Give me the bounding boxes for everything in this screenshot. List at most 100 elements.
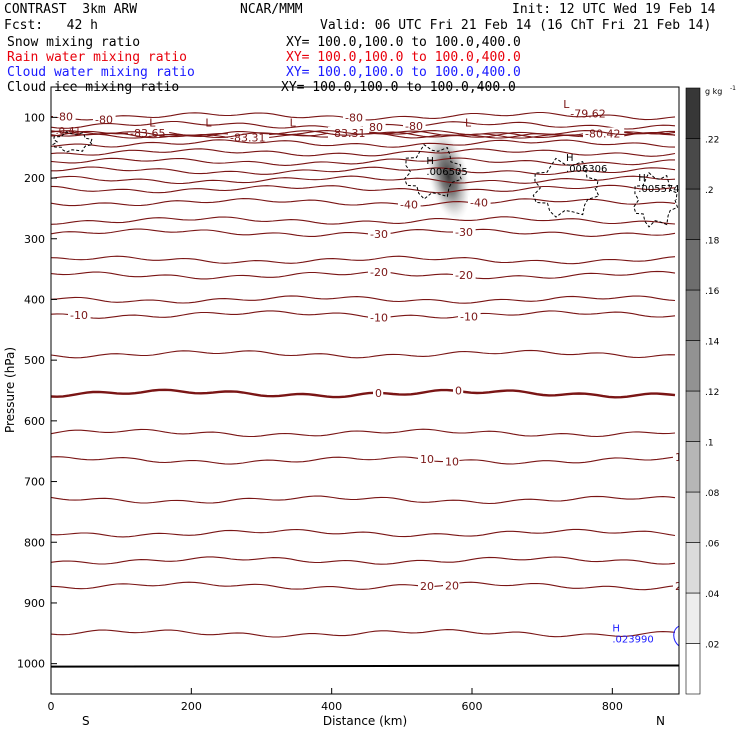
isotherm-label-bg — [398, 198, 421, 211]
colorbar-segment — [685, 340, 701, 392]
y-tick-label: 900 — [24, 597, 45, 610]
cloud-outline — [633, 171, 679, 228]
colorbar-segment — [685, 542, 701, 594]
colorbar-segment — [685, 441, 701, 493]
y-tick-label: 500 — [24, 354, 45, 367]
isotherm-line — [51, 495, 676, 505]
surface-line — [50, 664, 680, 668]
colorbar-tick-label: .08 — [705, 489, 720, 499]
low-marker: -79.62 — [570, 107, 605, 120]
direction-right: N — [656, 714, 665, 728]
isotherm-line — [51, 198, 676, 207]
isotherm-label: -20 — [370, 266, 388, 279]
isotherm-line — [51, 428, 676, 438]
colorbar-unit: g kg — [705, 87, 722, 96]
colorbar-tick-label: .22 — [705, 136, 719, 146]
colorbar-tick-label: .12 — [705, 388, 719, 398]
isotherm-label-bg — [443, 455, 460, 468]
isotherm-label: 0 — [455, 385, 462, 398]
isotherm-line — [51, 175, 676, 185]
isotherm-label-bg — [53, 110, 76, 123]
colorbar-segment — [685, 390, 701, 442]
isotherm-label-bg — [368, 265, 391, 278]
cloud-outline — [52, 131, 94, 153]
isotherm-label: -40 — [30, 195, 48, 208]
colorbar-segment — [685, 491, 701, 543]
isotherm-label: 20 — [675, 580, 689, 593]
field-cloudwater-xy: XY= 100.0,100.0 to 100.0,400.0 — [286, 65, 521, 80]
y-tick-label: 200 — [24, 172, 45, 185]
isotherm-line — [51, 255, 676, 265]
y-axis-title: Pressure (hPa) — [3, 347, 17, 433]
isotherm-label-bg — [28, 125, 51, 137]
low-marker: L — [465, 116, 472, 129]
x-tick-label: 0 — [48, 700, 55, 713]
isotherm-line — [51, 310, 676, 319]
isotherm-label-bg — [68, 308, 91, 321]
isotherm-label-bg — [468, 196, 491, 209]
isotherm-line — [51, 349, 676, 359]
isotherm-label: -30 — [370, 228, 388, 241]
colorbar-tick-label: .14 — [705, 338, 720, 348]
high-marker: H — [638, 173, 646, 184]
isotherm-line — [51, 629, 676, 638]
isotherm-label: -40 — [400, 198, 418, 211]
y-tick-label: 800 — [24, 536, 45, 549]
isotherm-label-bg — [453, 225, 476, 238]
isotherm-label: -10 — [70, 309, 88, 322]
high-marker: H — [612, 623, 620, 634]
isotherm-label: -10 — [460, 310, 478, 323]
x-tick-label: 800 — [602, 700, 623, 713]
valid-label: Valid: 06 UTC Fri 21 Feb 14 (16 ChT Fri … — [320, 18, 712, 33]
isotherm-label-bg — [673, 451, 679, 464]
isotherm-line — [51, 157, 675, 166]
isotherm-label: 10 — [445, 456, 459, 469]
y-tick-label: 300 — [24, 233, 45, 246]
isotherm-label-bg — [403, 119, 426, 132]
isotherm-label: -80 — [55, 111, 73, 124]
y-tick-label: 100 — [24, 111, 45, 124]
isotherm-line — [51, 270, 676, 280]
colorbar-tick-label: .04 — [705, 590, 720, 600]
isotherm-line — [51, 581, 676, 591]
isotherm-label-bg — [458, 310, 481, 323]
isotherm-label-bg — [18, 455, 34, 467]
colorbar-tick-label: .06 — [705, 540, 720, 550]
isotherm-label-bg — [453, 384, 464, 397]
isotherm-line — [51, 456, 676, 465]
isotherm-label: -80 — [365, 121, 383, 134]
cloud-water-outline — [673, 625, 680, 647]
colorbar-segment — [685, 643, 701, 695]
isotherm-label-bg — [18, 584, 34, 596]
isotherm-line — [51, 528, 676, 538]
field-snow-xy: XY= 100.0,100.0 to 100.0,400.0 — [286, 35, 521, 50]
low-marker: L — [149, 116, 156, 129]
isotherm-label-bg — [93, 113, 116, 126]
isotherm-label: 10 — [20, 455, 34, 468]
isotherm-label: 0 — [375, 387, 382, 400]
isotherm-line — [51, 139, 676, 148]
field-cloudwater-label: Cloud water mixing ratio — [7, 65, 195, 80]
isotherm-label: -80 — [405, 120, 423, 133]
isotherm-label-bg — [443, 579, 460, 592]
cloud-outline — [404, 143, 462, 200]
low-marker: L — [205, 116, 212, 129]
field-snow-label: Snow mixing ratio — [7, 35, 141, 50]
field-rain-label: Rain water mixing ratio — [7, 50, 188, 65]
y-tick-label: 700 — [24, 476, 45, 489]
center-label: NCAR/MMM — [240, 2, 303, 17]
isotherm-line — [51, 184, 676, 194]
colorbar-segment — [685, 188, 701, 240]
isotherm-label: 20 — [20, 584, 34, 597]
field-rain-xy: XY= 100.0,100.0 to 100.0,400.0 — [286, 50, 521, 65]
fcst-label: Fcst: 42 h — [4, 18, 98, 33]
isotherm-label-bg — [28, 266, 51, 278]
colorbar-segment — [685, 239, 701, 291]
cloud-outline — [532, 157, 600, 218]
y-tick-label: 400 — [24, 293, 45, 306]
isotherm-line — [51, 148, 676, 157]
isotherm-label-bg — [418, 452, 435, 465]
high-value: .006306 — [566, 164, 607, 175]
colorbar-tick-label: .16 — [705, 287, 720, 297]
isotherm-label: -80 — [345, 111, 363, 124]
